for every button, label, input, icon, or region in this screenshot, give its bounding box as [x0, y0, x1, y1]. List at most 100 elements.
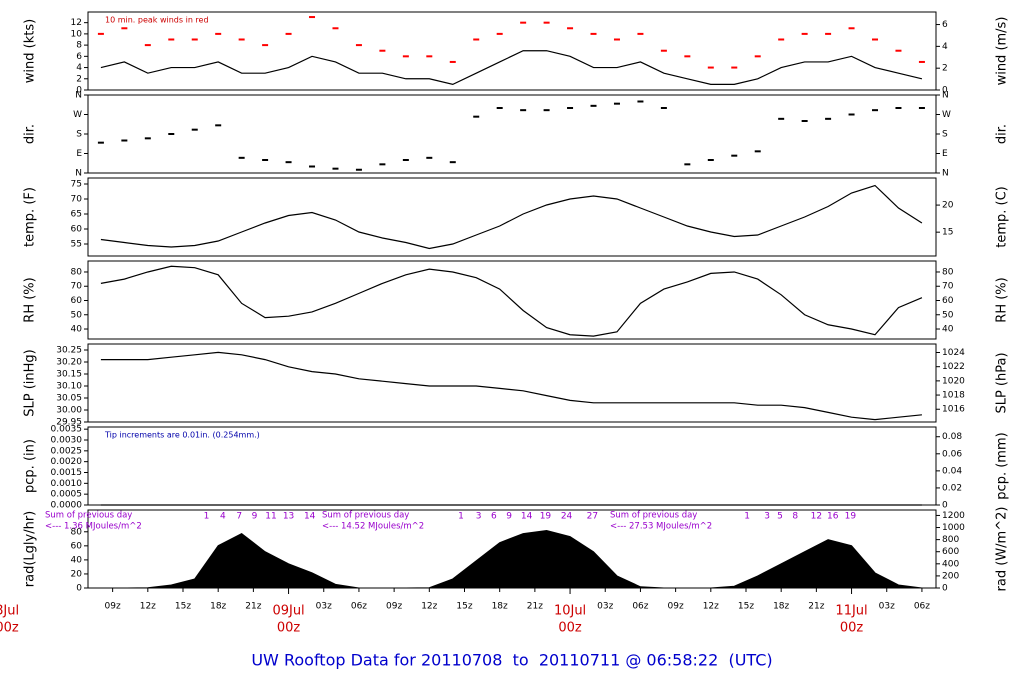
sunshine-hour-mark: 9 [252, 512, 258, 522]
y2-tick-label: 0.06 [942, 449, 962, 459]
data-point [707, 159, 714, 161]
y2-tick-label: 0 [942, 501, 948, 511]
panel-frame [87, 177, 937, 257]
x-tick-label: 15z [738, 602, 754, 612]
y2-axis-label: RH (%) [995, 277, 1010, 322]
sunshine-hour-mark: 6 [491, 512, 497, 522]
x-tick-label: 03z [879, 602, 895, 612]
data-point [918, 107, 925, 109]
data-point [754, 55, 761, 58]
data-point [872, 109, 879, 112]
x-tick-label: 18z [210, 602, 226, 612]
y2-tick-label: 20 [942, 201, 954, 211]
page-title: UW Rooftop Data for 20110708 to 20110711… [251, 651, 772, 670]
sunshine-hour-mark: 7 [236, 512, 242, 522]
data-point [825, 32, 832, 35]
x-tick-label: 12z [421, 602, 437, 612]
radiation-area [100, 530, 922, 589]
data-point [285, 32, 292, 35]
data-point [778, 117, 785, 120]
y-tick-label: 60 [71, 225, 83, 235]
daily-sum-value: <--- 27.53 MJoules/m^2 [610, 522, 712, 532]
y-tick-label: 75 [71, 180, 82, 190]
y-tick-label: 55 [71, 240, 82, 250]
y2-axis-label: pcp. (mm) [995, 432, 1010, 499]
data-point [168, 38, 175, 41]
data-point [496, 32, 503, 35]
data-point [144, 44, 151, 47]
y-tick-label: 0.0005 [51, 490, 83, 500]
data-point [567, 27, 574, 30]
data-point [121, 27, 128, 30]
y2-tick-label: 800 [942, 535, 959, 545]
data-point [402, 55, 409, 58]
sunshine-hour-mark: 5 [777, 512, 783, 522]
data-point [637, 32, 644, 35]
data-point [801, 32, 808, 35]
data-point [613, 38, 620, 41]
y-tick-label: 80 [71, 527, 83, 537]
y2-axis-label: temp. (C) [995, 186, 1010, 248]
day-time-label: 00z [558, 621, 582, 636]
y-tick-label: 70 [71, 195, 83, 205]
y-tick-label: 30.20 [56, 358, 82, 368]
day-label: 10Jul [554, 604, 586, 619]
y2-tick-label: 80 [942, 267, 954, 277]
x-tick-label: 12z [140, 602, 156, 612]
sunshine-hour-mark: 12 [811, 512, 822, 522]
y-axis-label: RH (%) [23, 277, 38, 322]
y-tick-label: 0.0035 [51, 425, 83, 435]
data-point [262, 44, 269, 47]
data-point [543, 21, 550, 24]
y-tick-label: N [75, 169, 82, 179]
annotation: 10 min. peak winds in red [105, 16, 209, 25]
y-tick-label: 70 [71, 282, 83, 292]
y-tick-label: E [76, 149, 82, 159]
y2-tick-label: 1016 [942, 405, 965, 415]
y-axis-label: dir. [23, 124, 38, 144]
data-line [100, 351, 922, 421]
data-point [379, 49, 386, 52]
y2-tick-label: 1022 [942, 362, 965, 372]
y2-tick-label: 6 [942, 20, 948, 30]
data-point [731, 154, 738, 157]
y-tick-label: 12 [71, 18, 82, 28]
y-tick-label: 0.0000 [51, 501, 83, 511]
daily-sum-title: Sum of previous day [45, 511, 132, 521]
panel-frame [87, 343, 937, 423]
y2-tick-label: S [942, 130, 948, 140]
y2-tick-label: 1020 [942, 376, 965, 386]
y-tick-label: 20 [71, 569, 83, 579]
y-tick-label: 30.25 [56, 346, 82, 356]
data-point [309, 16, 316, 19]
y-tick-label: 60 [71, 296, 83, 306]
data-point [449, 60, 456, 63]
sunshine-hour-mark: 13 [283, 512, 294, 522]
data-point [731, 66, 738, 69]
y2-axis-label: wind (m/s) [995, 17, 1010, 86]
y-tick-label: 10 [71, 29, 83, 39]
sunshine-hour-mark: 14 [521, 512, 533, 522]
y2-tick-label: 15 [942, 228, 953, 238]
y2-axis-label: SLP (hPa) [995, 352, 1010, 413]
y-tick-label: 30.10 [56, 382, 82, 392]
sunshine-hour-mark: 9 [506, 512, 512, 522]
data-point [801, 120, 808, 122]
data-point [191, 38, 198, 41]
data-point [848, 27, 855, 30]
y-tick-label: S [76, 130, 82, 140]
y-tick-label: 30.15 [56, 370, 82, 380]
y2-tick-label: W [942, 110, 951, 120]
data-point [660, 49, 667, 52]
day-time-label: 00z [277, 621, 301, 636]
y-tick-label: 0 [76, 86, 82, 96]
day-time-label: 00z [0, 621, 19, 636]
x-tick-label: 12z [703, 602, 719, 612]
data-point [613, 102, 620, 105]
sunshine-hour-mark: 19 [540, 512, 552, 522]
y2-tick-label: 70 [942, 282, 954, 292]
y-tick-label: 4 [76, 63, 82, 73]
annotation: Tip increments are 0.01in. (0.254mm.) [104, 431, 260, 440]
y2-tick-label: N [942, 169, 949, 179]
data-point [168, 133, 175, 135]
